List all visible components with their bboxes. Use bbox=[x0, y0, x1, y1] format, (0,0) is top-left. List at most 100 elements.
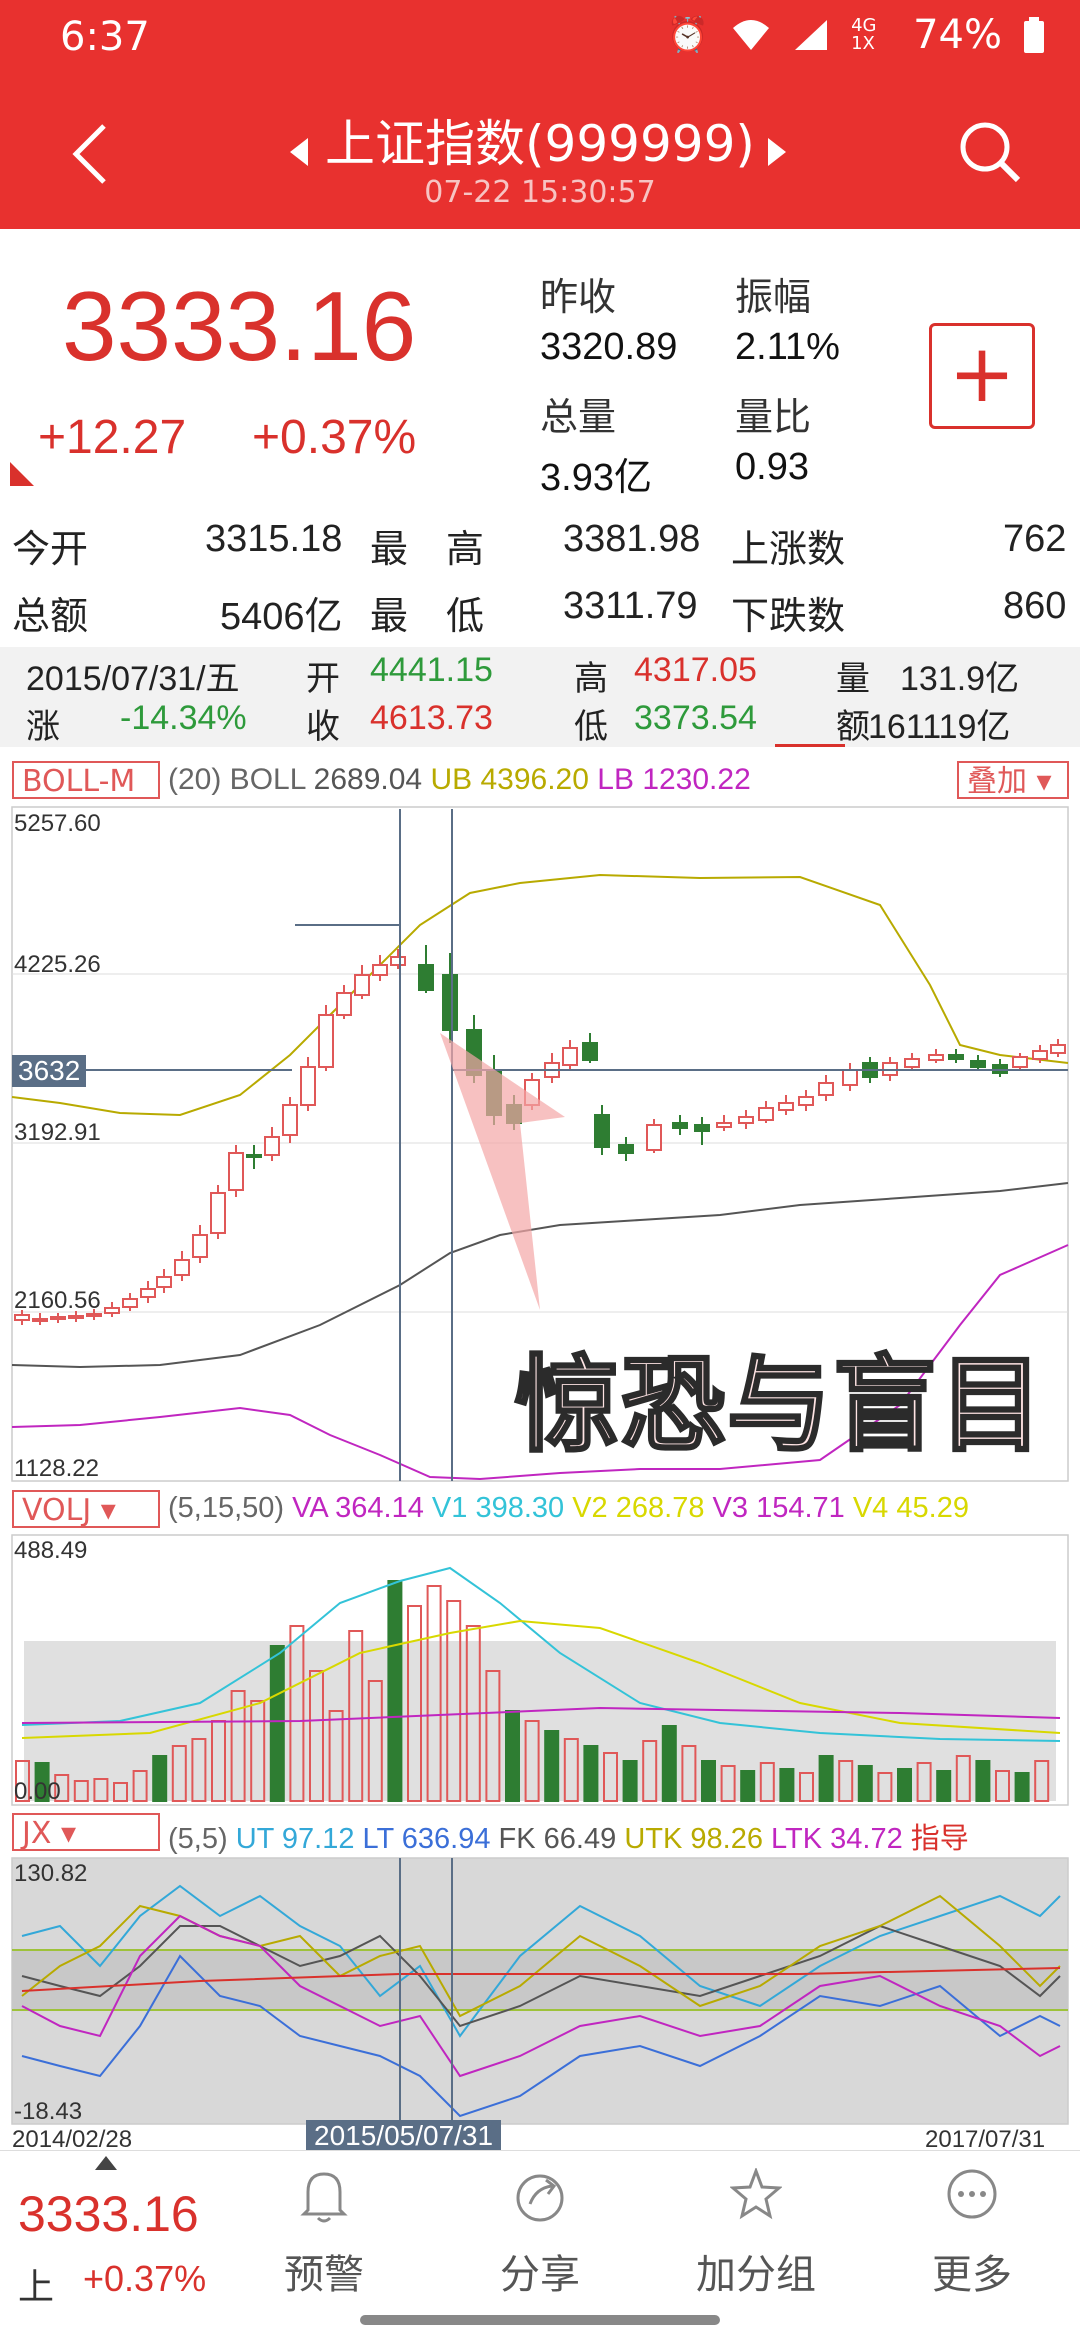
volj-selector[interactable]: VOLJ ▾ bbox=[12, 1490, 160, 1528]
share-button[interactable]: 分享 bbox=[460, 2160, 620, 2310]
candle-body bbox=[694, 1124, 710, 1132]
candle-body bbox=[738, 1116, 754, 1124]
candle-body bbox=[948, 1054, 964, 1060]
volume-bar bbox=[936, 1770, 952, 1802]
candle-body bbox=[68, 1315, 84, 1319]
candle-body bbox=[372, 964, 388, 976]
jx-selector[interactable]: JX ▾ bbox=[12, 1813, 160, 1851]
overlay-button[interactable]: 叠加 ▾ bbox=[957, 761, 1069, 799]
current-price: 3333.16 bbox=[62, 271, 417, 381]
kline-axis-label: 3192.91 bbox=[14, 1119, 101, 1146]
volume-bar bbox=[113, 1782, 128, 1802]
volj-legend: (5,15,50) VA 364.14 V1 398.30 V2 268.78 … bbox=[168, 1492, 969, 1524]
candle-body bbox=[758, 1107, 774, 1121]
candle-body bbox=[300, 1066, 316, 1106]
volume-bar bbox=[230, 1690, 246, 1802]
volume-bar bbox=[759, 1762, 775, 1802]
vol-ratio-value: 0.93 bbox=[735, 446, 809, 488]
volume-bar bbox=[171, 1745, 187, 1802]
candle-body bbox=[798, 1096, 814, 1106]
star-icon bbox=[730, 2168, 782, 2220]
volume-v2-line bbox=[21, 1619, 1061, 1739]
volume-bar bbox=[407, 1605, 422, 1802]
candle-body bbox=[582, 1042, 598, 1061]
update-time: 07-22 15:30:57 bbox=[424, 175, 656, 210]
volume-bar bbox=[191, 1738, 207, 1802]
volume-chart[interactable] bbox=[0, 1533, 1080, 1808]
add-watchlist-button[interactable]: + bbox=[929, 323, 1035, 429]
jx-line-5 bbox=[21, 1967, 1061, 1992]
amount-label: 总额 bbox=[12, 594, 89, 638]
jx-chart[interactable] bbox=[0, 1856, 1080, 2126]
candle-body bbox=[562, 1047, 578, 1066]
volume-bar bbox=[799, 1772, 814, 1802]
candle-body bbox=[14, 1314, 30, 1321]
volume-bar bbox=[975, 1760, 991, 1802]
volume-bar bbox=[544, 1730, 560, 1802]
candle-body bbox=[50, 1316, 66, 1320]
crosshair-low-label: 低 bbox=[574, 708, 608, 746]
volume-axis-top: 488.49 bbox=[14, 1537, 88, 1564]
prev-close-label: 昨收 bbox=[540, 275, 617, 319]
jx-line-1 bbox=[21, 1954, 1061, 2118]
candle-body bbox=[390, 956, 406, 966]
up-triangle-icon bbox=[95, 2156, 117, 2170]
wifi-icon bbox=[733, 20, 770, 50]
candle-body bbox=[1032, 1050, 1048, 1060]
volume-bar bbox=[857, 1765, 873, 1802]
bottom-direction: 上 bbox=[18, 2267, 55, 2308]
jx-legend: (5,5) UT 97.12 LT 636.94 FK 66.49 UTK 98… bbox=[168, 1823, 969, 1855]
amount-value: 5406亿 bbox=[220, 596, 343, 638]
home-indicator[interactable] bbox=[360, 2315, 720, 2325]
back-arrow-icon[interactable] bbox=[70, 122, 110, 186]
volume-bar bbox=[838, 1760, 854, 1802]
volume-bar bbox=[818, 1755, 834, 1802]
search-icon[interactable] bbox=[958, 120, 1022, 184]
volume-bar bbox=[1034, 1760, 1050, 1802]
volume-bar bbox=[897, 1768, 912, 1802]
volume-bar bbox=[289, 1625, 305, 1802]
volume-bar bbox=[877, 1772, 893, 1802]
more-label: 更多 bbox=[932, 2252, 1012, 2298]
volume-bar bbox=[15, 1760, 30, 1802]
volume-bar bbox=[681, 1745, 697, 1802]
candle-body bbox=[264, 1136, 280, 1156]
more-button[interactable]: 更多 bbox=[892, 2160, 1052, 2310]
kline-chart[interactable] bbox=[0, 805, 1080, 1485]
crosshair-date: 2015/07/31/五 bbox=[26, 660, 240, 698]
volume-bar bbox=[603, 1752, 618, 1802]
share-icon bbox=[516, 2174, 564, 2222]
jx-axis-bottom: -18.43 bbox=[14, 2098, 83, 2125]
bottom-price: 3333.16 bbox=[18, 2186, 199, 2242]
open-value: 3315.18 bbox=[205, 518, 343, 560]
bottom-pct: +0.37% bbox=[83, 2258, 207, 2299]
add-group-label: 加分组 bbox=[696, 2252, 816, 2298]
crosshair-amt-label: 额 bbox=[836, 708, 870, 746]
candle-body bbox=[140, 1288, 156, 1298]
high-value: 3381.98 bbox=[563, 518, 701, 560]
crosshair-close: 4613.73 bbox=[370, 699, 493, 737]
candle-body bbox=[354, 974, 370, 996]
volume-bar bbox=[995, 1770, 1010, 1802]
date-start: 2014/02/28 bbox=[12, 2126, 133, 2153]
volume-bar bbox=[34, 1762, 50, 1802]
volume-bar bbox=[250, 1700, 266, 1802]
status-icons: ⏰ 4G 1X 74% bbox=[667, 12, 1044, 58]
volume-value: 3.93亿 bbox=[540, 457, 652, 499]
add-group-button[interactable]: 加分组 bbox=[676, 2160, 836, 2310]
volume-bar bbox=[916, 1762, 932, 1802]
candle-body bbox=[418, 964, 434, 991]
candle-body bbox=[210, 1192, 226, 1234]
crosshair-open-label: 开 bbox=[306, 660, 340, 698]
boll-selector[interactable]: BOLL-M ▾ bbox=[12, 761, 160, 837]
boll-lower-band bbox=[11, 1244, 1069, 1481]
tab-indicator bbox=[775, 744, 845, 747]
next-index-icon[interactable] bbox=[766, 138, 786, 166]
candle-body bbox=[32, 1318, 48, 1322]
crosshair-low: 3373.54 bbox=[634, 699, 757, 737]
volume-bar bbox=[720, 1765, 736, 1802]
alert-button[interactable]: 预警 bbox=[244, 2160, 404, 2310]
candle-body bbox=[716, 1122, 732, 1128]
prev-index-icon[interactable] bbox=[290, 138, 310, 166]
candle-body bbox=[122, 1298, 138, 1308]
